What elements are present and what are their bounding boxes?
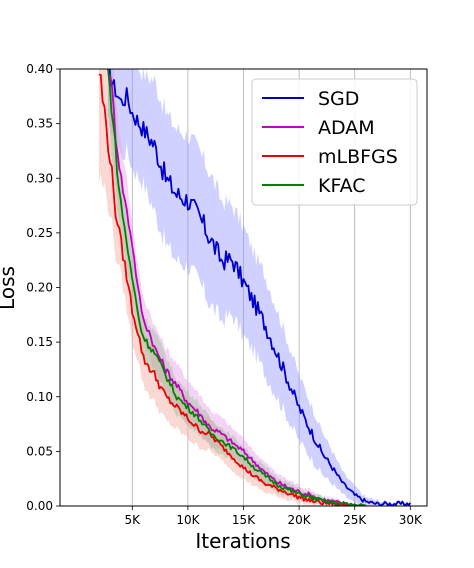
series-line-sgd [108, 69, 412, 506]
y-tick-label-7: 0.35 [26, 117, 53, 131]
series-line-kfac [107, 69, 367, 506]
band-sgd [107, 69, 411, 506]
y-axis-label: Loss [0, 266, 19, 310]
y-tick-label-5: 0.25 [26, 226, 53, 240]
y-tick-label-1: 0.05 [26, 444, 53, 458]
legend-label-adam: ADAM [318, 117, 375, 139]
y-tick-label-2: 0.10 [26, 390, 53, 404]
x-axis-ticks: 5K 10K 15K 20K 25K 30K [125, 506, 423, 527]
x-axis-label: Iterations [195, 529, 290, 553]
x-tick-label-2: 15K [232, 513, 256, 527]
series-line-mlbfgs [98, 73, 356, 506]
band-adam [110, 69, 366, 506]
confidence-bands [98, 69, 411, 506]
y-axis-ticks: 0.00 0.05 0.10 0.15 0.20 0.25 0.30 0.35 0.40 [26, 62, 60, 513]
band-kfac [107, 69, 366, 506]
series-lines [98, 69, 412, 506]
legend-box [251, 78, 418, 206]
y-tick-label-4: 0.20 [26, 281, 53, 295]
x-tick-label-5: 30K [399, 513, 423, 527]
x-tick-label-3: 20K [288, 513, 312, 527]
y-tick-label-6: 0.30 [26, 171, 53, 185]
x-tick-label-4: 25K [343, 513, 367, 527]
band-mlbfgs [98, 69, 355, 506]
legend-label-mlbfgs: mLBFGS [318, 146, 398, 168]
x-tick-label-1: 10K [176, 513, 200, 527]
y-tick-label-8: 0.40 [26, 62, 53, 76]
legend-label-kfac: KFAC [318, 175, 366, 197]
y-tick-label-0: 0.00 [26, 499, 53, 513]
legend-label-sgd: SGD [318, 88, 359, 110]
legend: SGD ADAM mLBFGS KFAC [251, 78, 418, 206]
x-tick-label-0: 5K [125, 513, 142, 527]
y-tick-label-3: 0.15 [26, 335, 53, 349]
